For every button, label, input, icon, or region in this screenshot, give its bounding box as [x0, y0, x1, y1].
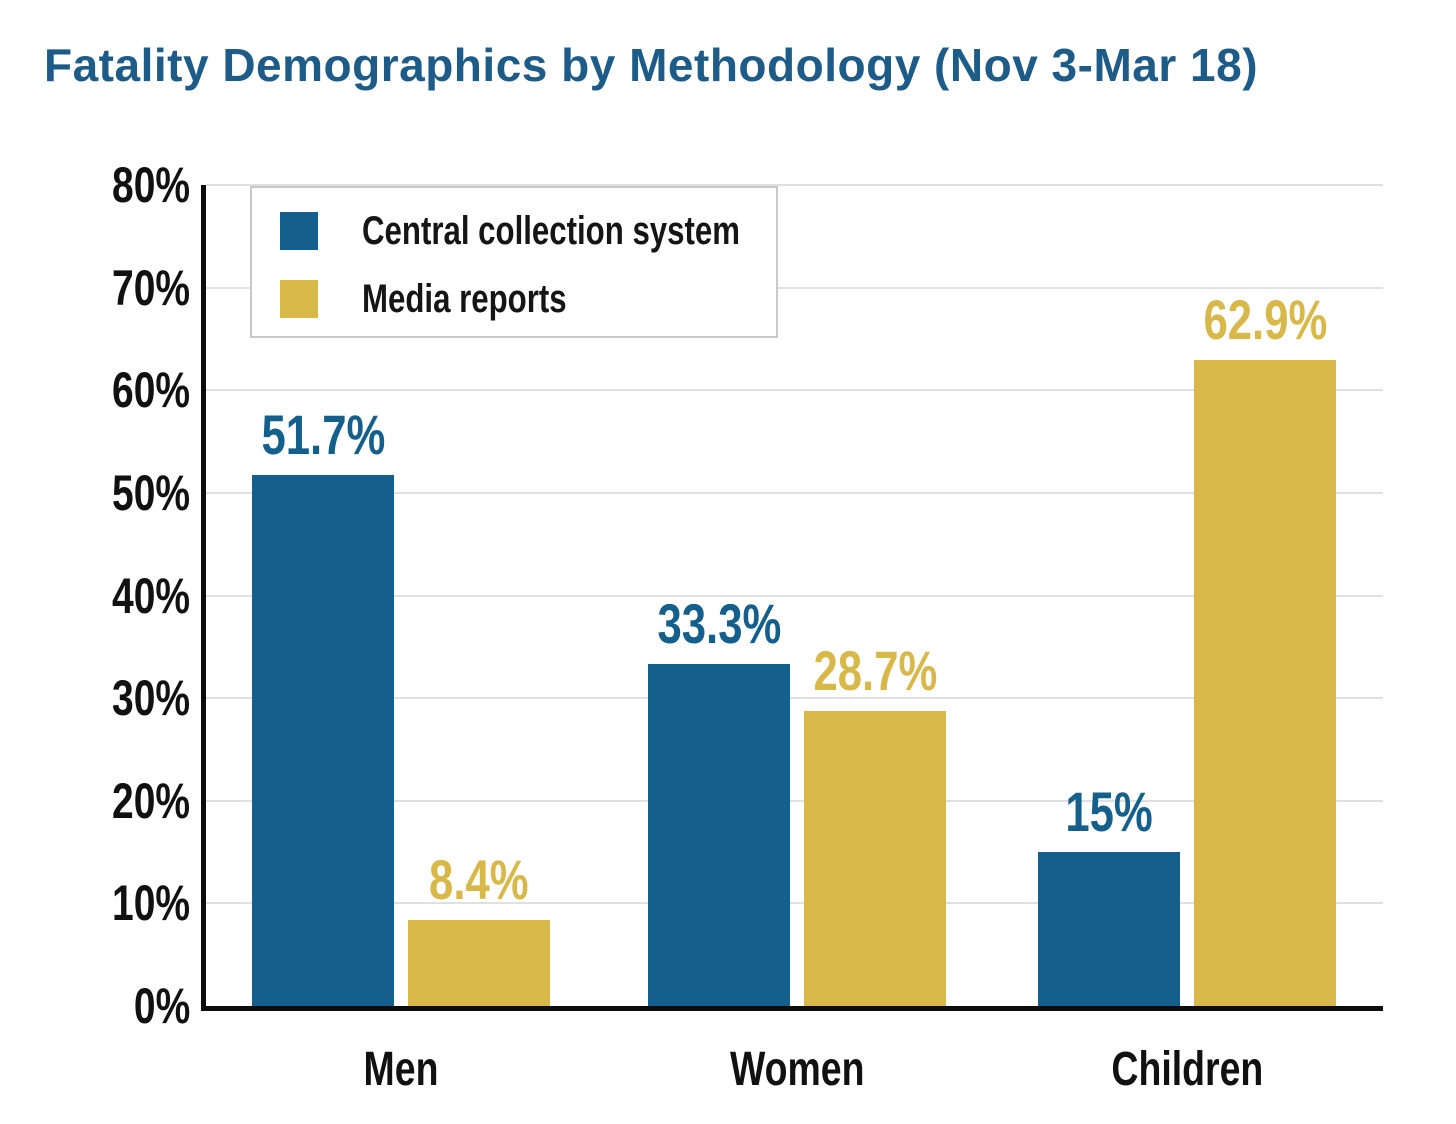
value-text: 51.7% [261, 403, 385, 467]
y-tick-30: 30% [30, 673, 190, 723]
bar-media-reports-women [804, 711, 946, 1006]
legend-item-media-reports: Media reports [280, 277, 624, 321]
page-title: Fatality Demographics by Methodology (No… [44, 39, 1259, 91]
y-tick-label-10: 10% [111, 875, 190, 932]
value-label-central-collection-system-children: 15% [949, 782, 1269, 842]
bar-central-collection-system-children [1038, 852, 1180, 1006]
legend-item-central-collection-system: Central collection system [280, 209, 847, 253]
bar-media-reports-children [1194, 360, 1336, 1006]
y-tick-50: 50% [30, 468, 190, 518]
value-label-media-reports-children: 62.9% [1105, 290, 1425, 350]
value-text: 15% [1065, 780, 1153, 844]
y-tick-label-80: 80% [111, 157, 190, 213]
value-text: 28.7% [813, 639, 937, 703]
value-label-central-collection-system-women: 33.3% [559, 594, 879, 654]
y-tick-label-50: 50% [111, 464, 190, 521]
y-tick-80: 80% [30, 160, 190, 210]
gridline-70 [206, 286, 1383, 289]
value-label-media-reports-women: 28.7% [715, 641, 1035, 701]
x-label-text-children: Children [1111, 1043, 1263, 1096]
value-label-central-collection-system-men: 51.7% [163, 405, 483, 465]
gridline-40 [206, 594, 1383, 597]
legend: Central collection system Media reports [250, 186, 778, 338]
legend-label-central-collection-system: Central collection system [362, 209, 740, 253]
gridline-60 [206, 389, 1383, 392]
gridline-30 [206, 697, 1383, 700]
y-axis-line [201, 185, 206, 1011]
gridline-10 [206, 902, 1383, 905]
y-tick-20: 20% [30, 776, 190, 826]
bar-media-reports-men [408, 919, 550, 1006]
y-tick-40: 40% [30, 571, 190, 621]
y-tick-label-70: 70% [111, 259, 190, 316]
bar-central-collection-system-women [648, 664, 790, 1006]
y-tick-60: 60% [30, 365, 190, 415]
y-tick-label-20: 20% [111, 772, 190, 829]
gridline-50 [206, 491, 1383, 494]
value-label-media-reports-men: 8.4% [319, 847, 639, 911]
y-tick-label-30: 30% [111, 670, 190, 727]
x-label-text-women: Women [729, 1043, 865, 1096]
y-tick-label-60: 60% [111, 362, 190, 419]
x-label-men: Men [241, 1044, 561, 1096]
x-label-women: Women [637, 1044, 957, 1096]
value-text: 8.4% [429, 847, 529, 911]
x-label-text-men: Men [363, 1043, 439, 1096]
y-tick-label-0: 0% [133, 978, 190, 1034]
legend-swatch-blue-icon [280, 212, 318, 250]
y-tick-label-40: 40% [111, 567, 190, 624]
x-label-children: Children [1027, 1044, 1347, 1096]
gridline-80 [206, 184, 1383, 186]
y-tick-0: 0% [30, 981, 190, 1031]
y-tick-10: 10% [30, 878, 190, 928]
value-text: 33.3% [657, 592, 781, 656]
legend-label-media-reports: Media reports [362, 277, 567, 321]
bar-central-collection-system-men [252, 475, 394, 1006]
value-text: 62.9% [1203, 288, 1327, 352]
y-tick-70: 70% [30, 263, 190, 313]
gridline-20 [206, 799, 1383, 802]
x-axis-line [201, 1006, 1383, 1011]
legend-swatch-gold-icon [280, 280, 318, 318]
